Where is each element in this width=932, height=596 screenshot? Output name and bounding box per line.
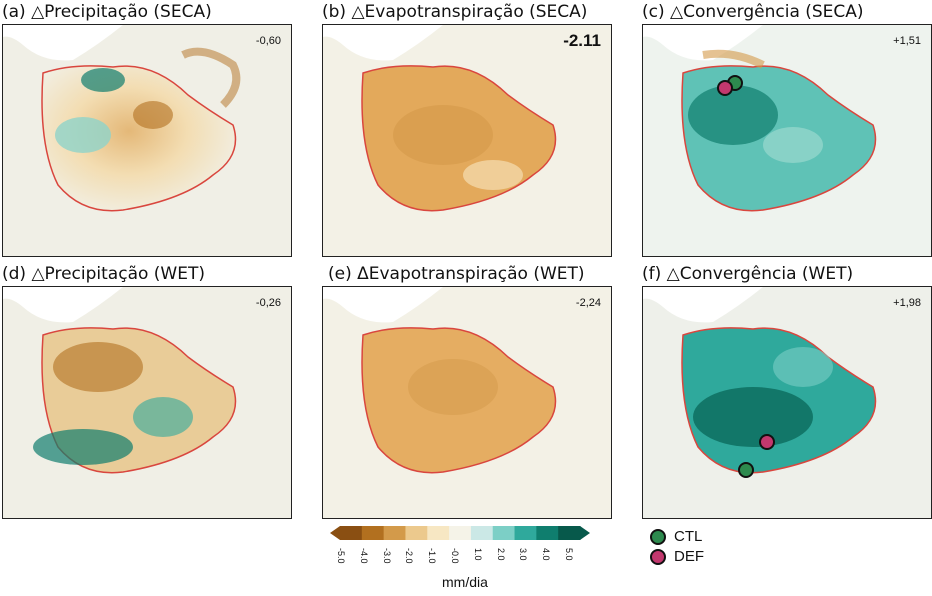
legend-def-label: DEF — [674, 548, 704, 565]
colorbar: -5.0 -4.0 -3.0 -2.0 -1.0 -0.0 1.0 2.0 3.0 4.0 5.0 … — [330, 526, 590, 596]
colorbar-cell — [536, 526, 559, 540]
panel-c-map-image — [643, 25, 931, 256]
panel-e-title: (e) ΔEvapotranspiração (WET) — [328, 264, 585, 284]
colorbar-cell — [361, 526, 385, 540]
colorbar-cell — [492, 526, 516, 540]
panel-d-title: (d) △Precipitação (WET) — [2, 264, 205, 284]
panel-f-title: (f) △Convergência (WET) — [642, 264, 854, 284]
colorbar-cell — [405, 526, 428, 540]
panel-b-value: -2.11 — [563, 31, 601, 50]
colorbar-arrow-left — [330, 526, 340, 540]
panel-f-map: +1,98 — [642, 286, 932, 519]
panel-d-value: -0,26 — [255, 297, 281, 309]
def-marker-c — [717, 80, 733, 96]
colorbar-cell — [449, 526, 472, 540]
colorbar-tick-label: -4.0 — [358, 548, 369, 564]
panel-e-map: -2,24 — [322, 286, 612, 519]
panel-f-value: +1,98 — [893, 297, 921, 309]
panel-e-map-image — [323, 287, 611, 518]
colorbar-tick-label: -2.0 — [404, 548, 415, 564]
colorbar-cell — [427, 526, 450, 540]
colorbar-tick-label: 1.0 — [472, 548, 483, 561]
def-marker-f — [759, 434, 775, 450]
panel-a-map: -0,60 — [2, 24, 292, 257]
panel-e-value: -2,24 — [575, 297, 601, 309]
legend-item-ctl: CTL — [650, 528, 703, 546]
colorbar-cell — [383, 526, 406, 540]
panel-b-map: -2.11 — [322, 24, 612, 257]
colorbar-tick-label: -1.0 — [427, 548, 438, 564]
colorbar-unit: mm/dia — [442, 574, 488, 590]
colorbar-tick-label: 5.0 — [564, 548, 574, 561]
colorbar-cell — [470, 526, 494, 540]
colorbar-tick-label: -5.0 — [336, 548, 346, 564]
colorbar-arrow-right — [580, 526, 590, 540]
colorbar-swatches — [330, 526, 590, 540]
panel-a-value: -0,60 — [255, 35, 281, 47]
ctl-dot-icon — [650, 529, 666, 546]
ctl-marker-f — [738, 462, 754, 478]
panel-f-map-image — [643, 287, 931, 518]
panel-d-map-image — [3, 287, 291, 518]
panel-a-map-image — [3, 25, 291, 256]
panel-c-title: (c) △Convergência (SECA) — [642, 2, 864, 22]
panel-c-map: +1,51 — [642, 24, 932, 257]
colorbar-tick-label: 4.0 — [541, 548, 552, 561]
colorbar-tick-label: 2.0 — [495, 548, 506, 561]
colorbar-cell — [558, 526, 581, 540]
panel-d-map: -0,26 — [2, 286, 292, 519]
colorbar-cell — [340, 526, 363, 540]
colorbar-tick-label: 3.0 — [518, 548, 529, 561]
panel-c-value: +1,51 — [893, 35, 921, 47]
legend-ctl-label: CTL — [674, 528, 703, 545]
panel-b-map-image — [323, 25, 611, 256]
colorbar-tick-label: -0.0 — [450, 548, 460, 564]
legend-item-def: DEF — [650, 548, 704, 566]
colorbar-tick-label: -3.0 — [381, 548, 392, 564]
colorbar-cell — [514, 526, 537, 540]
def-dot-icon — [650, 549, 666, 566]
panel-b-title: (b) △Evapotranspiração (SECA) — [322, 2, 588, 22]
panel-a-title: (a) △Precipitação (SECA) — [2, 2, 212, 22]
